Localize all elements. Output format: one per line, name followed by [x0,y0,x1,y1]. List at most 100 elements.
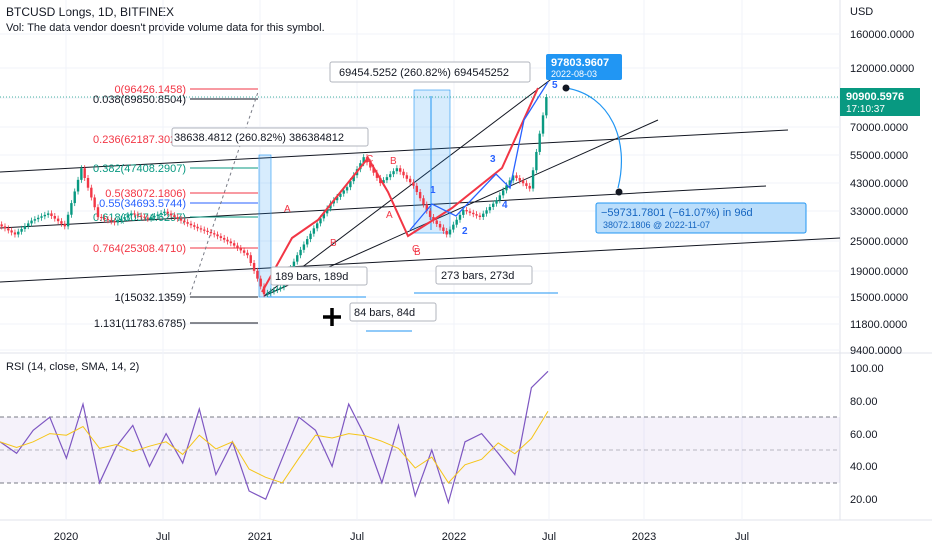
candle-body [53,216,56,219]
blue-wave-label: 5 [552,80,558,91]
candle-body [80,168,83,180]
candle-body [106,219,110,221]
candle-body [345,187,349,191]
candle-body [33,219,37,221]
candle-body [422,198,425,205]
candle-body [86,177,90,188]
candle-body [183,220,186,223]
candle-body [309,233,312,240]
fib-level-label: 0.236(62187.3023) [93,134,186,146]
candle-body [385,177,389,181]
candle-body [339,193,342,197]
candle-body [153,215,156,218]
current-price-value: 90900.5976 [846,91,904,103]
candle-body [179,218,183,221]
candle-body [216,234,219,237]
rsi-tick-label: 100.00 [850,363,884,375]
rsi-sma-line [0,410,549,484]
candle-body [528,185,531,189]
fib-level-label: 1.131(11783.6785) [94,318,186,330]
candle-body [488,206,492,211]
blue-wave-label: 3 [490,154,496,165]
peak-badge[interactable] [546,54,622,80]
time-tick-label: Jul [156,531,170,543]
candle-body [269,291,272,293]
candle-body [113,221,116,223]
candle-body [402,171,405,176]
rsi-tick-label: 80.00 [850,396,878,408]
candle-body [0,224,3,227]
candle-body [133,213,136,215]
measure-mid-box [171,127,369,147]
blue-wave-label: 2 [462,226,468,237]
time-tick-label: 2023 [632,531,656,543]
candle-body [515,175,518,179]
candle-body [389,174,392,178]
candle-body [382,180,385,184]
price-axis-unit: USD [850,6,873,18]
candle-body [90,187,93,198]
candle-body [173,215,176,218]
fib-level-label: 0.55(34693.5744) [99,198,186,210]
bars-label-1: 189 bars, 189d [275,271,348,283]
candle-body [279,287,282,289]
candle-body [63,223,66,227]
measure-box-2 [413,89,451,234]
candle-body [46,213,50,215]
candle-body [462,209,465,215]
candle-body [349,181,352,188]
candle-body [492,203,495,207]
rsi-axis[interactable]: 100.00 80.00 60.00 40.00 20.00 [850,363,884,506]
candle-body [442,227,445,231]
candle-body [475,214,478,216]
candle-body [482,213,485,217]
price-tick-label: 55000.0000 [850,150,908,162]
candle-body [110,220,113,222]
candle-body [319,218,322,224]
candle-body [103,218,106,220]
candle-body [146,217,149,219]
candle-body [50,213,53,217]
projection-start-point[interactable] [562,84,570,92]
red-wave-label: C [412,244,419,255]
candle-body [272,290,276,292]
candle-body [246,252,249,256]
projection-end-point[interactable] [615,188,623,196]
current-price-badge[interactable] [840,88,920,116]
candle-body [395,168,399,172]
candle-body [193,225,196,227]
candle-body [302,244,306,250]
candle-body [169,213,173,216]
candle-body [186,222,189,224]
candle-body [36,217,40,220]
fib-level-label: 0.5(38072.1806) [105,188,186,200]
candle-body [425,204,428,211]
time-tick-label: Jul [350,531,364,543]
candle-body [143,216,146,218]
bars-box-1 [270,266,368,286]
bars-box-3 [349,302,437,322]
red-wave-label: B [390,156,397,167]
candle-body [222,237,226,240]
price-tick-label: 43000.0000 [850,178,908,190]
candle-body [196,226,199,229]
candle-body [116,220,120,223]
projection-arc [565,87,622,189]
candle-body [159,213,163,215]
chart-title: BTCUSD Longs, 1D, BITFINEX [6,5,174,19]
candle-body [325,208,329,214]
measure-mid-label: 38638.4812 (260.82%) 386384812 [174,132,344,144]
rsi-label: RSI (14, close, SMA, 14, 2) [6,361,139,373]
candle-body [209,231,213,234]
candle-body [412,182,415,186]
candle-body [465,209,468,212]
target-badge[interactable] [595,202,807,234]
time-axis[interactable]: 2020 Jul 2021 Jul 2022 Jul 2023 Jul [54,0,749,543]
candle-body [541,115,545,134]
candle-body [13,232,17,235]
candle-body [30,220,33,224]
candle-body [501,190,505,196]
candle-body [306,239,309,245]
